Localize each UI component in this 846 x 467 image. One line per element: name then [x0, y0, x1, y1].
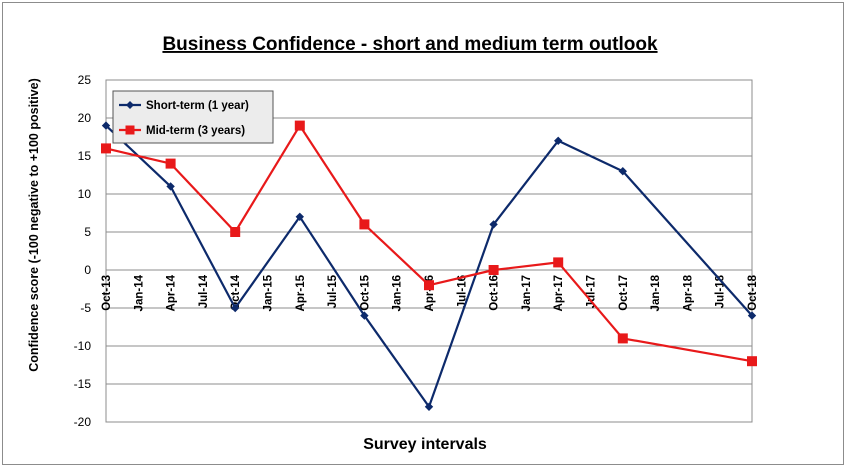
x-axis: Oct-13 Jan-14 Apr-14 Jul-14 Oct-14 Jan-15 Apr-…: [101, 274, 759, 311]
data-point: [101, 143, 111, 154]
data-point: [294, 120, 305, 131]
legend-label: Short-term (1 year): [146, 100, 249, 112]
data-point: [554, 136, 563, 145]
x-tick-label: Jan-14: [133, 274, 145, 311]
x-tick-label: Apr-14: [166, 274, 178, 311]
data-point: [553, 257, 564, 268]
legend: Short-term (1 year) Mid-term (3 years): [112, 90, 274, 144]
x-axis-title: Survey intervals: [363, 436, 487, 453]
data-point: [747, 356, 757, 367]
plot-area: [105, 79, 753, 423]
legend-box: [112, 90, 274, 144]
x-tick-label: Oct-16: [489, 275, 501, 311]
y-tick-label: 5: [84, 225, 91, 239]
data-point: [101, 121, 111, 130]
y-tick-label: 10: [78, 187, 92, 201]
x-tick-label: Apr-17: [553, 275, 565, 311]
x-tick-label: Jan-17: [521, 275, 533, 311]
series-line: [105, 124, 753, 408]
x-tick-label: Oct-13: [101, 275, 113, 311]
series-line: [105, 124, 753, 363]
data-point: [618, 167, 627, 176]
data-point: [747, 311, 757, 320]
x-tick-label: Apr-18: [682, 274, 694, 311]
x-tick-label: Jul-15: [327, 274, 339, 308]
y-tick-label: 0: [84, 263, 91, 277]
x-tick-label: Oct-17: [618, 275, 630, 311]
series-layer: [101, 120, 757, 411]
data-point: [424, 280, 434, 291]
data-point: [231, 303, 240, 313]
legend-label: Mid-term (3 years): [146, 125, 245, 137]
y-tick-label: 15: [78, 149, 92, 163]
x-tick-label: Jul-16: [456, 275, 468, 308]
x-tick-label: Oct-15: [359, 274, 371, 310]
data-point: [166, 182, 175, 191]
x-tick-label: Jul-17: [586, 275, 598, 308]
data-point: [165, 158, 176, 169]
y-tick-label: 20: [78, 111, 92, 125]
x-tick-label: Jan-18: [650, 274, 662, 311]
x-tick-label: Jan-16: [392, 275, 404, 311]
y-axis: 25 20 15 10 5 0 -5 -10 -15 -20: [74, 73, 92, 429]
y-tick-label: -15: [74, 377, 92, 391]
y-tick-label: 25: [78, 73, 92, 87]
data-point: [489, 220, 498, 229]
x-tick-label: Apr-15: [295, 274, 307, 311]
data-point: [230, 227, 241, 237]
y-tick-label: -5: [80, 301, 91, 315]
data-point: [295, 212, 304, 221]
data-point: [617, 333, 628, 344]
data-point: [359, 219, 370, 230]
y-tick-label: -10: [74, 339, 92, 353]
x-tick-label: Oct-18: [747, 274, 759, 310]
data-point: [488, 265, 499, 275]
y-axis-title: Confidence score (-100 negative to +100 …: [27, 78, 41, 372]
data-point: [360, 311, 369, 320]
y-tick-label: -20: [74, 415, 92, 429]
legend-marker: [125, 125, 135, 135]
data-point: [424, 402, 434, 411]
legend-marker: [126, 101, 134, 109]
x-tick-label: Jan-15: [263, 274, 275, 311]
x-tick-label: Jul-14: [198, 274, 210, 308]
chart-title: Business Confidence - short and medium t…: [162, 34, 658, 55]
